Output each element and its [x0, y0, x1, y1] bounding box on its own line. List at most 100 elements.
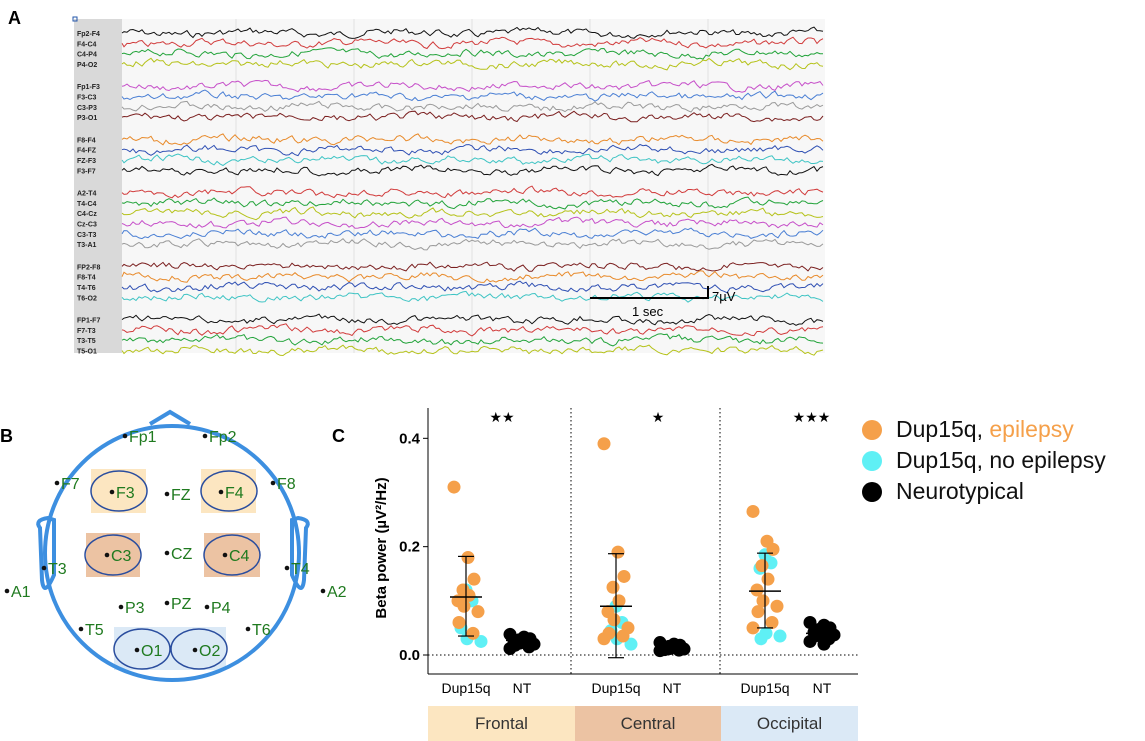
- electrode-dot: [164, 491, 170, 497]
- point-dup15q-no-epilepsy: [454, 621, 468, 635]
- category-label: NT: [513, 680, 532, 696]
- electrode-label: P4: [211, 600, 231, 617]
- left-ear: [36, 515, 56, 590]
- eeg-channel-label: C3-T3: [77, 232, 97, 239]
- amplitude-scale-label: 7µV: [712, 289, 736, 304]
- eeg-channel-label: Fp2-F4: [77, 31, 100, 38]
- eeg-trace: [121, 163, 824, 177]
- eeg-channel-label: T5-O1: [77, 349, 97, 356]
- region-box-frontal: Frontal: [428, 706, 575, 741]
- electrode-dot: [245, 626, 251, 632]
- point-neurotypical: [673, 638, 687, 652]
- eeg-trace: [121, 206, 824, 221]
- electrode-dot: [41, 565, 47, 571]
- point-dup15q-epilepsy: [462, 588, 476, 602]
- point-neurotypical: [662, 639, 676, 653]
- f3-ring: [90, 470, 148, 512]
- point-dup15q-epilepsy: [457, 599, 471, 613]
- eeg-channel-label: C4-Cz: [77, 211, 97, 218]
- point-dup15q-no-epilepsy: [460, 632, 474, 646]
- point-dup15q-no-epilepsy: [754, 632, 768, 646]
- chart-axes: [423, 408, 858, 675]
- electrode-dot: [118, 604, 124, 610]
- electrode-label: T5: [85, 622, 104, 639]
- eeg-trace: [121, 216, 824, 229]
- legend-swatch-no-epilepsy: [862, 450, 882, 471]
- point-dup15q-epilepsy: [756, 594, 770, 608]
- eeg-trace-group: [121, 26, 824, 357]
- chart-legend: Dup15q, epilepsy Dup15q, no epilepsy Neu…: [862, 414, 1106, 507]
- point-dup15q-epilepsy: [746, 621, 760, 635]
- nose: [148, 409, 192, 426]
- point-dup15q-epilepsy: [451, 594, 465, 608]
- point-dup15q-no-epilepsy: [758, 548, 772, 562]
- eeg-trace: [121, 79, 824, 93]
- point-dup15q-epilepsy: [606, 580, 620, 594]
- point-neurotypical: [503, 641, 517, 655]
- point-dup15q-no-epilepsy: [604, 624, 618, 638]
- eeg-trace: [121, 100, 824, 113]
- point-neurotypical: [822, 632, 836, 646]
- point-neurotypical: [527, 637, 541, 651]
- point-dup15q-no-epilepsy: [615, 615, 629, 629]
- point-dup15q-no-epilepsy: [753, 561, 767, 575]
- category-label: Dup15q: [441, 680, 490, 696]
- legend-swatch-neurotypical: [862, 481, 882, 502]
- eeg-channel-label: F3-F7: [77, 168, 96, 175]
- point-neurotypical: [827, 628, 841, 642]
- point-neurotypical: [508, 638, 522, 652]
- electrode-dot: [109, 489, 115, 495]
- electrode-label: T3: [48, 561, 67, 578]
- point-dup15q-epilepsy: [616, 629, 630, 643]
- electrode-dot: [192, 647, 198, 653]
- legend-label-epilepsy-highlight: epilepsy: [989, 416, 1074, 442]
- eeg-traces-panel: Fp2-F4 F4-C4 C4-P4 P4-O2 Fp1-F3 F3-C3 C3-P3 P3-…: [72, 16, 825, 357]
- point-dup15q-no-epilepsy: [764, 556, 778, 570]
- chart-points: [447, 437, 841, 659]
- eeg-channel-label: FZ-F3: [77, 158, 96, 165]
- point-neurotypical: [677, 642, 691, 656]
- point-dup15q-epilepsy: [750, 583, 764, 597]
- eeg-channel-label: Fp1-F3: [77, 84, 100, 91]
- point-neurotypical: [807, 625, 821, 639]
- legend-label-neurotypical: Neurotypical: [896, 478, 1024, 504]
- significance-stars: ★★: [489, 410, 514, 426]
- eeg-trace: [121, 227, 824, 240]
- point-neurotypical: [667, 637, 681, 651]
- electrode-dot: [284, 565, 290, 571]
- legend-item-epilepsy: Dup15q, epilepsy: [862, 414, 1106, 445]
- point-neurotypical: [653, 636, 667, 650]
- point-neurotypical: [512, 633, 526, 647]
- point-dup15q-no-epilepsy: [773, 629, 787, 643]
- point-neurotypical: [803, 615, 817, 629]
- eeg-channel-label: T3-A1: [77, 242, 97, 249]
- eeg-trace: [121, 323, 824, 337]
- point-dup15q-no-epilepsy: [465, 594, 479, 608]
- point-dup15q-epilepsy: [452, 615, 466, 629]
- point-neurotypical: [507, 635, 521, 649]
- electrode-label: F8: [277, 476, 296, 493]
- eeg-trace: [121, 36, 824, 50]
- electrode-label: A2: [327, 584, 347, 601]
- electrode-label: F3: [116, 485, 135, 502]
- electrode-dot: [270, 480, 276, 486]
- eeg-channel-label: F4-FZ: [77, 148, 97, 155]
- eeg-channel-label: T4-C4: [77, 201, 97, 208]
- eeg-channel-label: FP1-F7: [77, 318, 100, 325]
- point-neurotypical: [522, 640, 536, 654]
- electrode-dot: [222, 552, 228, 558]
- c3-ring: [84, 534, 142, 576]
- point-neurotypical: [503, 627, 517, 641]
- point-neurotypical: [808, 629, 822, 643]
- eeg-channel-label: F8-F4: [77, 137, 96, 144]
- point-dup15q-epilepsy: [447, 480, 461, 494]
- point-neurotypical: [513, 636, 527, 650]
- time-scale-label: 1 sec: [632, 304, 664, 319]
- electrode-dot: [54, 480, 60, 486]
- point-neurotypical: [663, 641, 677, 655]
- eeg-trace: [121, 57, 824, 71]
- point-dup15q-epilepsy: [617, 569, 631, 583]
- panel-label-c: C: [332, 426, 345, 446]
- y-tick-label: 0.0: [399, 647, 420, 664]
- eeg-trace: [121, 196, 824, 210]
